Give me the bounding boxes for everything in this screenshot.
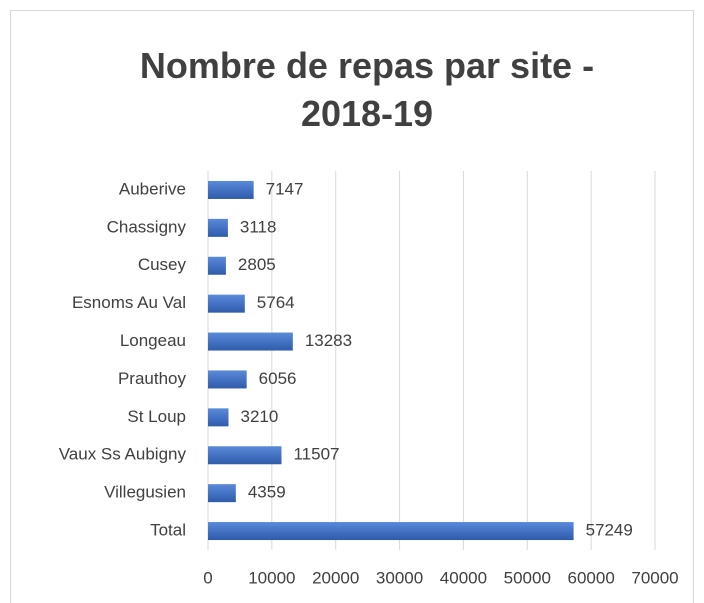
bar <box>208 256 226 275</box>
x-tick-label: 30000 <box>376 568 423 587</box>
bar <box>208 294 245 313</box>
data-label: 7147 <box>266 179 304 198</box>
y-tick-label: Auberive <box>119 179 186 198</box>
x-tick-label: 20000 <box>312 568 359 587</box>
bar <box>208 332 293 351</box>
x-tick-label: 0 <box>203 568 212 587</box>
y-tick-label: Prauthoy <box>118 369 187 388</box>
x-tick-label: 40000 <box>440 568 487 587</box>
bar <box>208 408 229 427</box>
data-label: 57249 <box>586 521 633 540</box>
x-tick-label: 70000 <box>631 568 678 587</box>
y-tick-label: Villegusien <box>104 483 186 502</box>
bar <box>208 484 236 503</box>
data-label: 6056 <box>259 369 297 388</box>
bar <box>208 370 247 389</box>
data-label: 11507 <box>293 445 339 464</box>
data-label: 5764 <box>257 293 295 312</box>
bar <box>208 218 228 237</box>
data-label: 2805 <box>238 255 276 274</box>
y-tick-label: Longeau <box>120 331 186 350</box>
bar <box>208 446 282 465</box>
data-label: 3118 <box>240 217 277 236</box>
bar <box>208 522 574 541</box>
data-label: 13283 <box>305 331 352 350</box>
y-tick-label: Total <box>150 521 186 540</box>
chart-title: Nombre de repas par site - 2018-19 <box>139 45 595 134</box>
x-tick-label: 60000 <box>568 568 615 587</box>
y-tick-label: Vaux Ss Aubigny <box>59 445 187 464</box>
x-tick-label: 10000 <box>248 568 295 587</box>
y-tick-label: Chassigny <box>107 217 187 236</box>
y-tick-label: Cusey <box>138 255 187 274</box>
chart-border <box>10 10 694 603</box>
data-label: 4359 <box>248 483 286 502</box>
x-tick-label: 50000 <box>504 568 551 587</box>
data-label: 3210 <box>240 407 278 426</box>
bar <box>208 180 254 199</box>
y-tick-label: Esnoms Au Val <box>72 293 186 312</box>
y-tick-label: St Loup <box>127 407 186 426</box>
